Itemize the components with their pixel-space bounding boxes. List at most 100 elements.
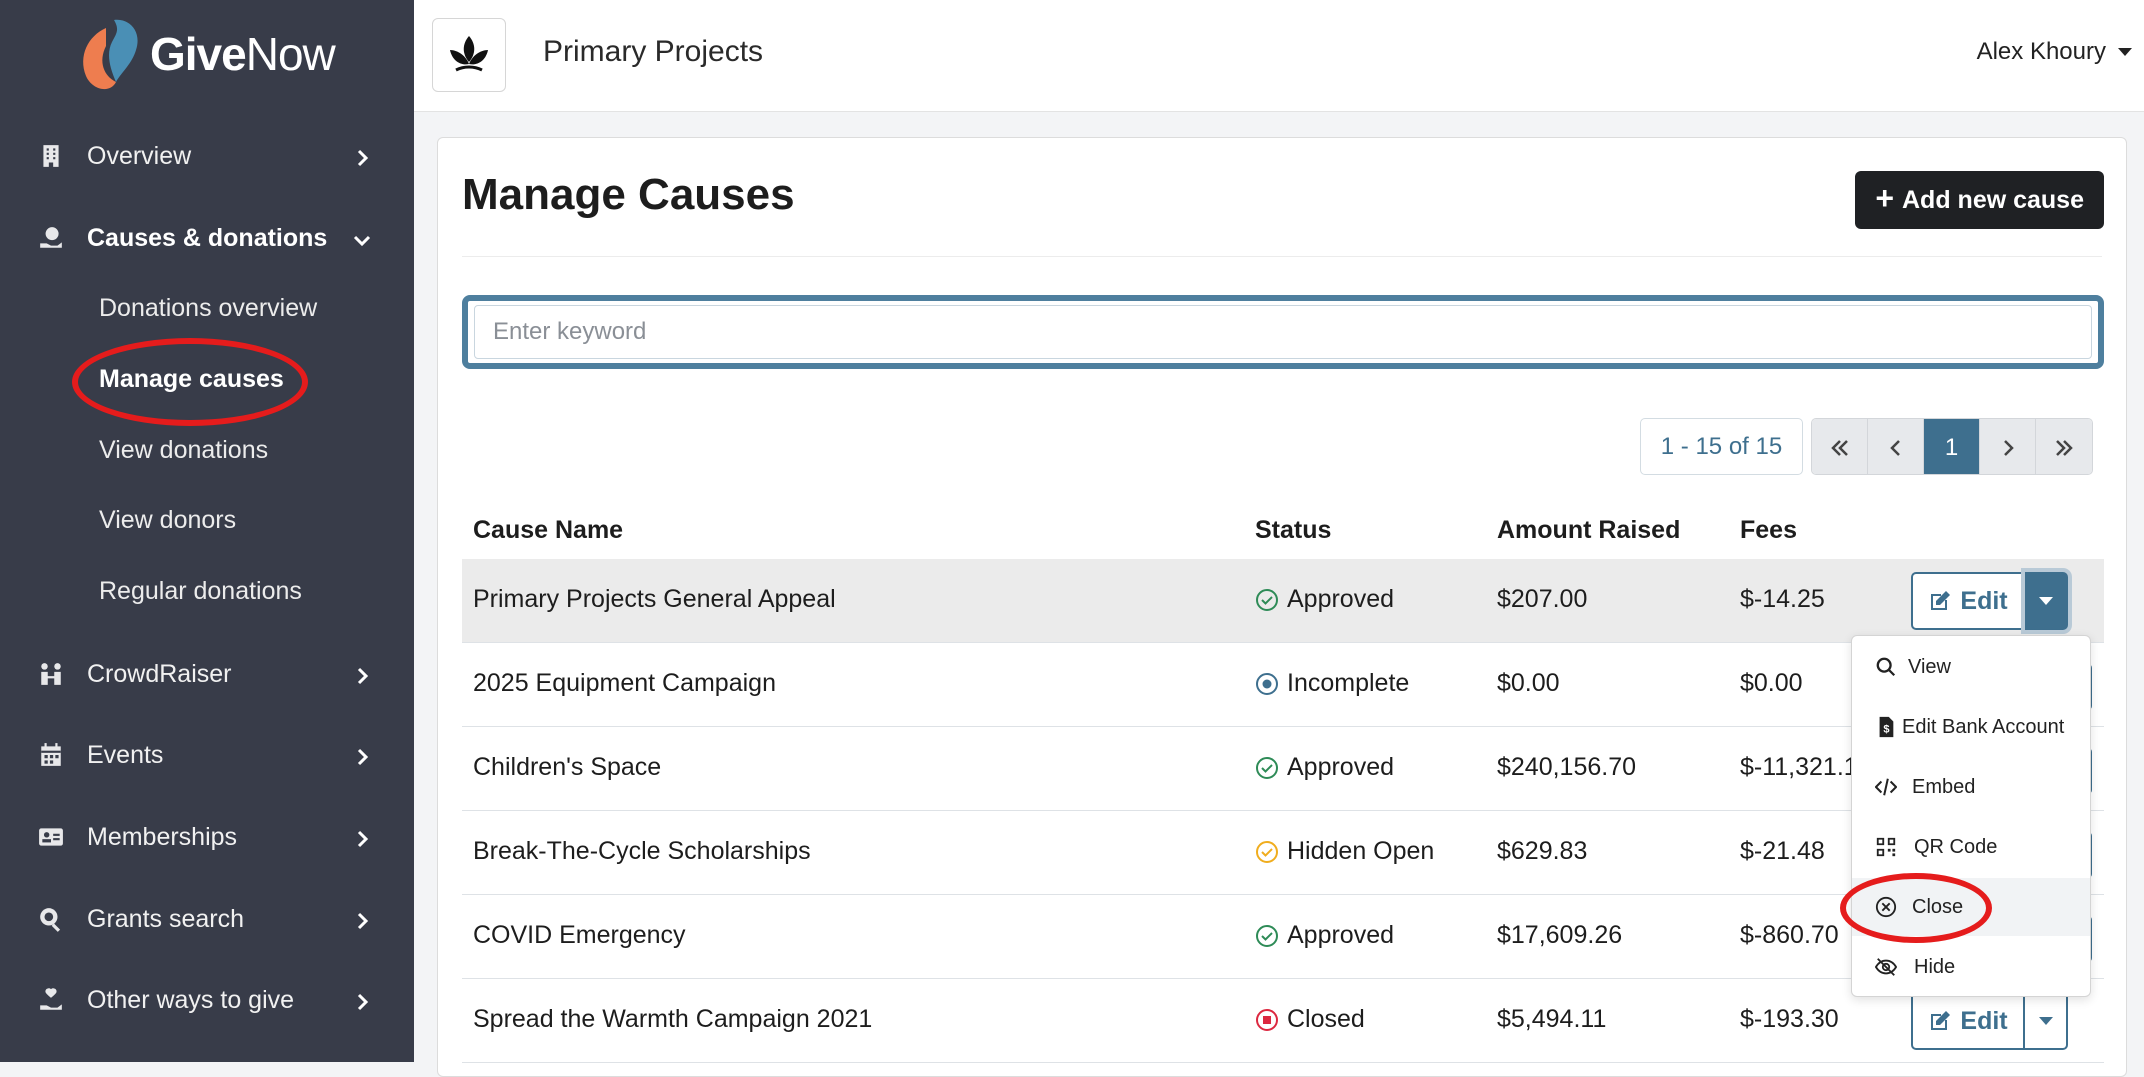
- bank-doc-icon: $: [1874, 715, 1898, 739]
- cause-name: COVID Emergency: [473, 921, 686, 949]
- top-header: Primary Projects Alex Khoury: [414, 0, 2144, 112]
- sidebar-subitem-donations-overview[interactable]: Donations overview: [99, 294, 318, 322]
- user-menu[interactable]: Alex Khoury: [1977, 38, 2132, 66]
- manage-causes-card: Manage Causes + Add new cause 1 - 15 of …: [437, 137, 2127, 1077]
- amount-raised: $629.83: [1497, 837, 1588, 865]
- col-header-cause-name[interactable]: Cause Name: [473, 516, 624, 544]
- menu-item-hide[interactable]: Hide: [1852, 938, 2090, 996]
- cause-name: Break-The-Cycle Scholarships: [473, 837, 811, 865]
- chevron-right-icon: [352, 827, 372, 848]
- plus-icon: +: [1875, 179, 1894, 216]
- sidebar-item-label: Memberships: [87, 822, 238, 851]
- menu-item-close[interactable]: Close: [1852, 878, 2090, 936]
- chevron-right-icon: [352, 664, 372, 685]
- page-number-button[interactable]: 1: [1924, 419, 1980, 474]
- col-header-status[interactable]: Status: [1255, 516, 1332, 544]
- last-page-button[interactable]: [2036, 419, 2092, 474]
- sidebar-item-label: Events: [87, 740, 164, 769]
- table-row[interactable]: Spread the Warmth Campaign 2021 Closed $…: [462, 979, 2104, 1063]
- menu-item-view[interactable]: View: [1852, 638, 2090, 696]
- status-label: Approved: [1287, 585, 1395, 613]
- sidebar-item-memberships[interactable]: Memberships: [0, 805, 414, 869]
- col-header-amount-raised[interactable]: Amount Raised: [1497, 516, 1681, 544]
- prev-page-button[interactable]: [1868, 419, 1924, 474]
- sidebar-item-grants-search[interactable]: Grants search: [0, 887, 414, 951]
- logo-text: GiveNow: [150, 27, 336, 81]
- sidebar-subitem-view-donations[interactable]: View donations: [99, 436, 269, 464]
- status-label: Approved: [1287, 753, 1395, 781]
- sidebar-item-events[interactable]: Events: [0, 723, 414, 787]
- org-name: Primary Projects: [543, 35, 764, 68]
- sidebar-subitem-manage-causes[interactable]: Manage causes: [99, 365, 284, 393]
- table-row[interactable]: 2025 Equipment Campaign Incomplete $0.00…: [462, 643, 2104, 727]
- chevron-right-icon: [352, 990, 372, 1011]
- first-page-button[interactable]: [1812, 419, 1868, 474]
- eye-slash-icon: [1874, 955, 1898, 979]
- menu-item-embed[interactable]: Embed: [1852, 758, 2090, 816]
- sidebar-subitem-regular-donations[interactable]: Regular donations: [99, 577, 302, 605]
- divider: [462, 256, 2102, 257]
- cause-name: Primary Projects General Appeal: [473, 585, 836, 613]
- search-icon: [1874, 655, 1898, 679]
- user-name: Alex Khoury: [1976, 38, 2106, 65]
- fees: $-14.25: [1740, 585, 1825, 613]
- page-title: Manage Causes: [462, 170, 795, 219]
- amount-raised: $0.00: [1497, 669, 1560, 697]
- givenow-logo[interactable]: GiveNow: [76, 16, 336, 96]
- edit-button[interactable]: Edit: [1911, 572, 2025, 630]
- edit-button[interactable]: Edit: [1911, 992, 2025, 1050]
- status-cell: Hidden Open: [1255, 837, 1434, 866]
- status-label: Approved: [1287, 921, 1395, 949]
- id-card-icon: [36, 822, 66, 852]
- fees: $0.00: [1740, 669, 1803, 697]
- sidebar-item-label: CrowdRaiser: [87, 659, 232, 688]
- cause-name: Children's Space: [473, 753, 662, 781]
- hand-coin-icon: [36, 223, 66, 253]
- org-logo[interactable]: [432, 18, 506, 92]
- chevron-right-icon: [352, 909, 372, 930]
- next-page-button[interactable]: [1980, 419, 2036, 474]
- table-row[interactable]: Children's Space Approved $240,156.70 $-…: [462, 727, 2104, 811]
- col-header-fees[interactable]: Fees: [1740, 516, 1797, 544]
- menu-item-qr-code[interactable]: QR Code: [1852, 818, 2090, 876]
- menu-item-edit-bank-account[interactable]: $ Edit Bank Account: [1852, 698, 2090, 756]
- status-cell: Approved: [1255, 753, 1394, 782]
- search-dollar-icon: [36, 904, 66, 934]
- table-row[interactable]: Primary Projects General Appeal Approved…: [462, 559, 2104, 643]
- add-new-cause-label: Add new cause: [1902, 185, 2084, 214]
- sidebar-item-overview[interactable]: Overview: [0, 124, 414, 188]
- row-actions-toggle[interactable]: [2025, 572, 2068, 630]
- chevron-down-icon: [352, 228, 372, 248]
- status-cell: Closed: [1255, 1005, 1365, 1034]
- status-cell: Approved: [1255, 921, 1394, 950]
- edit-icon: [1931, 1011, 1951, 1030]
- search-input[interactable]: [474, 305, 2092, 359]
- menu-item-label: QR Code: [1914, 835, 1998, 858]
- sidebar-item-crowdraiser[interactable]: CrowdRaiser: [0, 642, 414, 706]
- stop-circle-icon: [1256, 1008, 1278, 1031]
- double-chevron-right-icon: [2056, 439, 2073, 456]
- chevron-right-icon: [352, 745, 372, 766]
- search-field-wrapper: [462, 295, 2104, 369]
- menu-item-label: Hide: [1914, 955, 1956, 978]
- qr-code-icon: [1874, 835, 1898, 859]
- sidebar-item-causes-donations[interactable]: Causes & donations: [0, 206, 414, 270]
- sidebar-item-label: Overview: [87, 141, 192, 170]
- row-actions-toggle[interactable]: [2025, 992, 2068, 1050]
- logo-text-light: Now: [245, 28, 336, 80]
- chevron-right-icon: [352, 146, 372, 167]
- givenow-heart-icon: [83, 19, 138, 90]
- building-icon: [36, 141, 66, 171]
- sidebar-subitem-view-donors[interactable]: View donors: [99, 506, 237, 534]
- dot-circle-icon: [1256, 672, 1278, 695]
- fees: $-11,321.18: [1740, 753, 1872, 781]
- menu-item-label: Embed: [1912, 775, 1976, 798]
- row-actions-menu: View $ Edit Bank Account Embed QR Code C…: [1851, 635, 2091, 997]
- sidebar-item-other-ways[interactable]: Other ways to give: [0, 968, 414, 1032]
- add-new-cause-button[interactable]: + Add new cause: [1855, 171, 2104, 229]
- sidebar-item-label: Grants search: [87, 904, 245, 933]
- table-row[interactable]: COVID Emergency Approved $17,609.26 $-86…: [462, 895, 2104, 979]
- fees: $-21.48: [1740, 837, 1825, 865]
- table-row[interactable]: Break-The-Cycle Scholarships Hidden Open…: [462, 811, 2104, 895]
